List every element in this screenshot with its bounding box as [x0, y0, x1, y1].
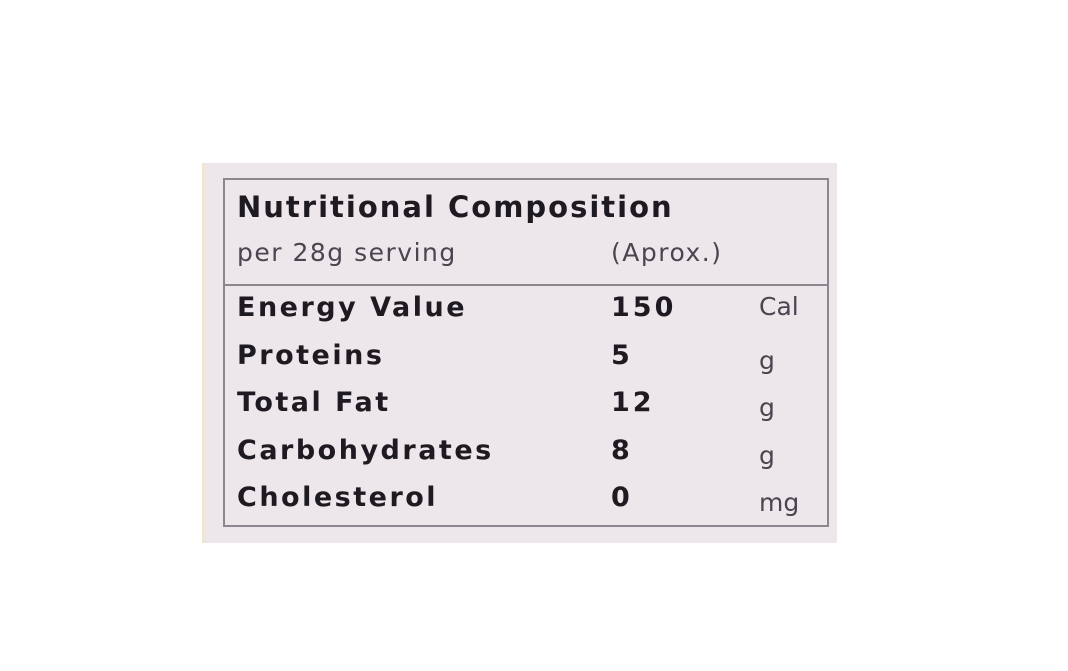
label-frame: Nutritional Composition per 28g serving …: [223, 178, 829, 527]
nutrient-row: Cholesterol 0 mg: [225, 482, 827, 529]
nutrient-name: Cholesterol: [237, 482, 439, 513]
nutrient-value: 5: [611, 339, 633, 371]
nutrient-value: 12: [611, 387, 655, 418]
nutrient-value: 150: [611, 292, 677, 323]
nutrient-name: Energy Value: [237, 292, 468, 323]
nutrient-unit: Cal: [759, 292, 799, 321]
header-divider: [225, 284, 827, 286]
nutrition-label: Nutritional Composition per 28g serving …: [202, 163, 837, 543]
nutrient-name: Carbohydrates: [237, 434, 494, 466]
nutrient-row: Total Fat 12 g: [225, 387, 827, 434]
nutrient-unit: g: [759, 345, 775, 375]
approx-note: (Aprox.): [611, 238, 723, 267]
nutrient-value: 8: [611, 434, 633, 466]
nutrient-row: Carbohydrates 8 g: [225, 435, 827, 482]
nutrient-name: Proteins: [237, 339, 385, 371]
nutrient-unit: g: [759, 393, 775, 422]
nutrient-row: Proteins 5 g: [225, 340, 827, 387]
nutrient-name: Total Fat: [237, 387, 391, 418]
label-title: Nutritional Composition: [237, 190, 674, 224]
nutrient-unit: mg: [759, 488, 800, 517]
serving-size: per 28g serving: [237, 238, 457, 267]
nutrient-row: Energy Value 150 Cal: [225, 292, 827, 339]
nutrient-value: 0: [611, 482, 633, 513]
nutrient-unit: g: [759, 440, 775, 470]
